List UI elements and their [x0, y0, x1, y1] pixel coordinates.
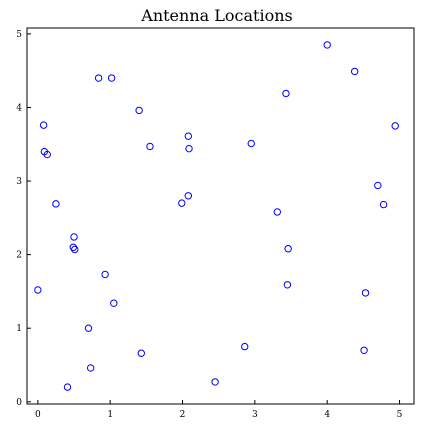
data-points [34, 41, 399, 391]
y-tick-label: 1 [16, 324, 22, 334]
antenna-point [184, 192, 193, 200]
antenna-point [284, 245, 292, 253]
antenna-point [110, 299, 118, 307]
antenna-point [379, 200, 388, 209]
antenna-point [178, 199, 186, 207]
antenna-point [360, 346, 368, 354]
antenna-point [323, 41, 331, 49]
antenna-point [184, 132, 193, 140]
antenna-point [247, 139, 255, 148]
x-tick-label: 3 [252, 410, 258, 420]
antenna-point [84, 324, 93, 332]
antenna-point [101, 270, 109, 279]
antenna-point [34, 286, 42, 294]
antenna-point [63, 383, 72, 391]
y-tick-label: 0 [16, 398, 22, 408]
antenna-point [185, 144, 193, 153]
antenna-point [107, 74, 116, 82]
x-tick-label: 0 [35, 410, 41, 420]
antenna-point [282, 89, 290, 98]
x-tick-label: 2 [180, 410, 186, 420]
antenna-point [211, 378, 219, 386]
y-tick-label: 2 [16, 251, 22, 261]
axes-frame [26, 27, 415, 405]
antenna-point [43, 150, 51, 159]
y-tick-label: 5 [16, 30, 22, 40]
x-tick-label: 5 [397, 410, 403, 420]
antenna-point [146, 142, 154, 151]
x-tick-label: 4 [324, 410, 330, 420]
antenna-point [70, 233, 78, 241]
y-tick-label: 4 [16, 103, 22, 113]
antenna-point [137, 349, 145, 357]
antenna-point [135, 106, 143, 115]
antenna-point [361, 289, 370, 297]
chart-title: Antenna Locations [140, 6, 292, 25]
antenna-point [52, 200, 60, 208]
antenna-point [283, 281, 292, 289]
antenna-point [241, 342, 249, 351]
x-tick-label: 1 [107, 410, 113, 420]
antenna-point [374, 181, 382, 190]
antenna-point [39, 121, 48, 129]
antenna-point [350, 67, 359, 76]
antenna-point [69, 243, 77, 251]
antenna-point [94, 74, 103, 82]
antenna-point [71, 245, 79, 254]
y-tick-label: 3 [16, 177, 22, 187]
antenna-point [86, 364, 95, 372]
plot-area: 0 1 2 3 4 5 0 1 2 3 4 5 [16, 27, 415, 420]
antenna-point [273, 208, 281, 216]
antenna-point [391, 122, 399, 130]
